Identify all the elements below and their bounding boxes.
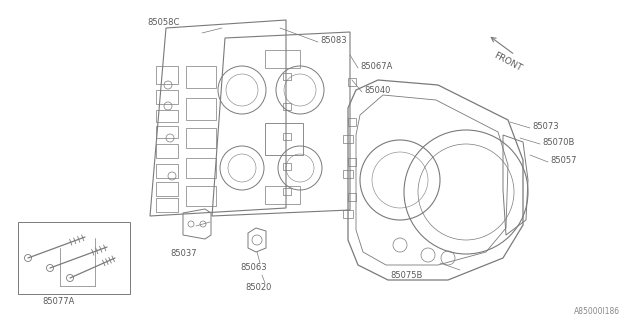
Bar	[156, 126, 178, 138]
Text: 85083: 85083	[320, 36, 347, 44]
Bar	[156, 110, 178, 122]
Bar	[265, 123, 303, 155]
Bar	[156, 164, 178, 178]
Text: 85073: 85073	[532, 122, 559, 131]
Bar	[343, 170, 353, 178]
Text: 85067A: 85067A	[360, 61, 392, 70]
Bar	[265, 186, 300, 204]
Bar	[18, 222, 130, 294]
Text: 85040: 85040	[364, 85, 390, 94]
Bar	[348, 118, 356, 126]
Text: 85063: 85063	[240, 263, 267, 273]
Text: 85037: 85037	[170, 249, 196, 258]
Text: 85057: 85057	[550, 156, 577, 164]
Bar	[186, 158, 216, 178]
Bar	[283, 188, 291, 195]
Bar	[283, 103, 291, 110]
Text: 85058C: 85058C	[147, 18, 179, 27]
Text: FRONT: FRONT	[492, 51, 523, 73]
Bar	[283, 163, 291, 170]
Bar	[186, 66, 216, 88]
Bar	[156, 90, 178, 104]
Text: 85075B: 85075B	[390, 270, 422, 279]
Text: 85070B: 85070B	[542, 138, 574, 147]
Text: 85020: 85020	[245, 284, 271, 292]
Bar	[348, 78, 356, 86]
Bar	[283, 133, 291, 140]
Bar	[156, 182, 178, 196]
Bar	[343, 135, 353, 143]
Bar	[283, 73, 291, 80]
Bar	[186, 128, 216, 148]
Bar	[156, 198, 178, 212]
Bar	[265, 50, 300, 68]
Text: 85077A: 85077A	[42, 298, 74, 307]
Bar	[186, 98, 216, 120]
Bar	[186, 186, 216, 206]
Bar	[343, 210, 353, 218]
Bar	[348, 158, 356, 166]
Bar	[156, 66, 178, 84]
Bar	[156, 144, 178, 158]
Text: A85000I186: A85000I186	[574, 308, 620, 316]
Bar	[348, 193, 356, 201]
